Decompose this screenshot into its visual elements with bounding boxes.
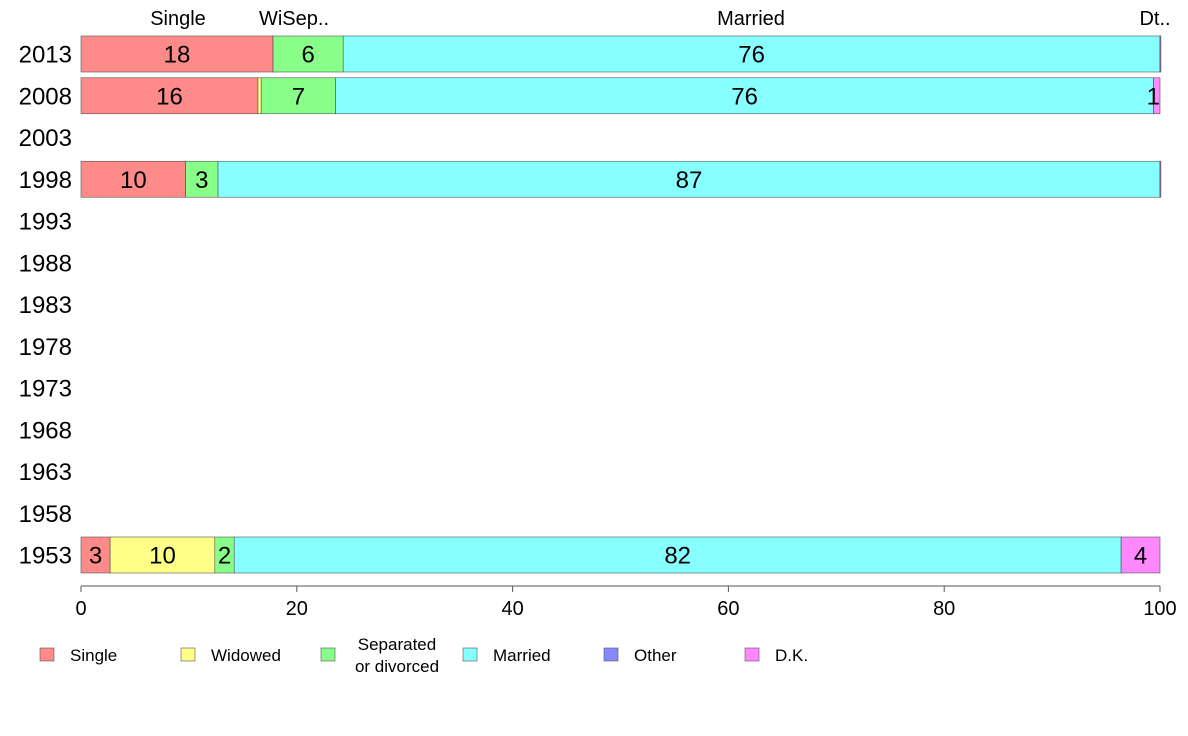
bar-label-1953-0: 3	[89, 543, 102, 570]
top-category-labels: Single WiSep.. Married Dt..	[150, 8, 1170, 30]
y-label-1953: 1953	[19, 543, 72, 570]
x-tick-label-80: 80	[933, 598, 955, 620]
top-label-1: WiSep..	[259, 8, 329, 30]
bar-label-1953-2: 2	[218, 543, 231, 570]
y-label-1963: 1963	[19, 459, 72, 486]
bar-segment-1998-0	[80, 160, 186, 198]
bar-segment-1953-5	[1120, 536, 1161, 574]
bar-label-2013-0: 18	[164, 42, 191, 69]
top-label-0: Single	[150, 8, 206, 30]
bar-segment-1953-1	[109, 536, 216, 574]
bar-segment-1998-5	[1159, 160, 1162, 198]
legend-label-1: Widowed	[211, 646, 281, 665]
legend-label-5: D.K.	[775, 646, 808, 665]
bar-segment-1998-3	[217, 160, 1161, 198]
legend-label-4: Other	[634, 646, 677, 665]
top-label-2: Married	[717, 8, 785, 30]
y-label-1998: 1998	[19, 167, 72, 194]
y-label-1968: 1968	[19, 417, 72, 444]
y-label-2003: 2003	[19, 125, 72, 152]
bar-label-1998-2: 3	[195, 167, 208, 194]
legend-label-0: Single	[70, 646, 117, 665]
bar-label-2008-0: 16	[156, 83, 183, 110]
legend-swatch-2	[320, 647, 336, 662]
bar-label-1998-3: 87	[676, 167, 703, 194]
legend-swatch-4	[603, 647, 619, 662]
y-label-1973: 1973	[19, 376, 72, 403]
bar-label-2008-5: 1	[1147, 83, 1160, 110]
x-tick-label-20: 20	[286, 598, 308, 620]
bar-segment-2008-1	[257, 77, 262, 115]
x-axis: 0 20 40 60 80 100	[75, 585, 1177, 620]
bar-label-2013-2: 6	[301, 42, 314, 69]
legend-swatch-1	[180, 647, 196, 662]
bar-segment-2008-5	[1153, 77, 1161, 115]
y-label-1993: 1993	[19, 209, 72, 236]
bar-label-1953-3: 82	[664, 543, 691, 570]
bar-segment-2008-0	[80, 77, 259, 115]
bars-group: 18 6 76 16 7 76 1 10 3 87 3 10 2 82 4	[80, 35, 1162, 574]
y-label-1983: 1983	[19, 292, 72, 319]
y-label-1978: 1978	[19, 334, 72, 361]
legend-label-2: Separated or divorced	[355, 635, 439, 676]
bar-label-2013-3: 76	[738, 42, 765, 69]
bar-label-1998-0: 10	[120, 167, 147, 194]
top-label-3: Dt..	[1139, 8, 1170, 30]
bar-segment-2013-0	[80, 35, 274, 73]
bar-segment-2013-5	[1159, 35, 1162, 73]
y-axis-labels: 2013 2008 2003 1998 1993 1988 1983 1978 1973 1968…	[19, 42, 72, 570]
bar-segment-1953-3	[233, 536, 1122, 574]
bar-segment-1998-2	[185, 160, 219, 198]
y-label-2008: 2008	[19, 83, 72, 110]
y-label-2013: 2013	[19, 42, 72, 69]
bar-segment-1953-0	[80, 536, 111, 574]
legend: Single Widowed Separated or divorced Married…	[39, 635, 808, 676]
bar-label-1953-1: 10	[149, 543, 176, 570]
bar-label-2008-2: 7	[292, 83, 305, 110]
y-label-1988: 1988	[19, 250, 72, 277]
bar-segment-2013-2	[272, 35, 344, 73]
legend-swatch-5	[744, 647, 760, 662]
bar-label-2008-3: 76	[731, 83, 758, 110]
legend-swatch-3	[462, 647, 478, 662]
bar-segment-2008-3	[335, 77, 1154, 115]
bar-label-1953-5: 4	[1134, 543, 1147, 570]
x-tick-label-100: 100	[1143, 598, 1176, 620]
y-label-1958: 1958	[19, 501, 72, 528]
legend-label-3: Married	[493, 646, 551, 665]
x-tick-label-40: 40	[501, 598, 523, 620]
bar-segment-2008-2	[260, 77, 336, 115]
legend-swatch-0	[39, 647, 55, 662]
x-tick-label-60: 60	[717, 598, 739, 620]
x-tick-label-0: 0	[75, 598, 86, 620]
